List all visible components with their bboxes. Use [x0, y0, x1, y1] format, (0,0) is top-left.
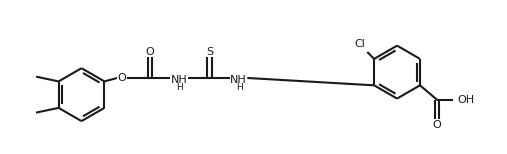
Text: O: O	[146, 47, 154, 57]
Text: H: H	[236, 83, 243, 92]
Text: OH: OH	[458, 95, 475, 105]
Text: S: S	[206, 47, 213, 57]
Text: NH: NH	[230, 75, 247, 85]
Text: O: O	[118, 73, 126, 83]
Text: O: O	[433, 120, 442, 130]
Text: NH: NH	[170, 75, 187, 85]
Text: Cl: Cl	[354, 39, 365, 49]
Text: H: H	[176, 83, 184, 92]
